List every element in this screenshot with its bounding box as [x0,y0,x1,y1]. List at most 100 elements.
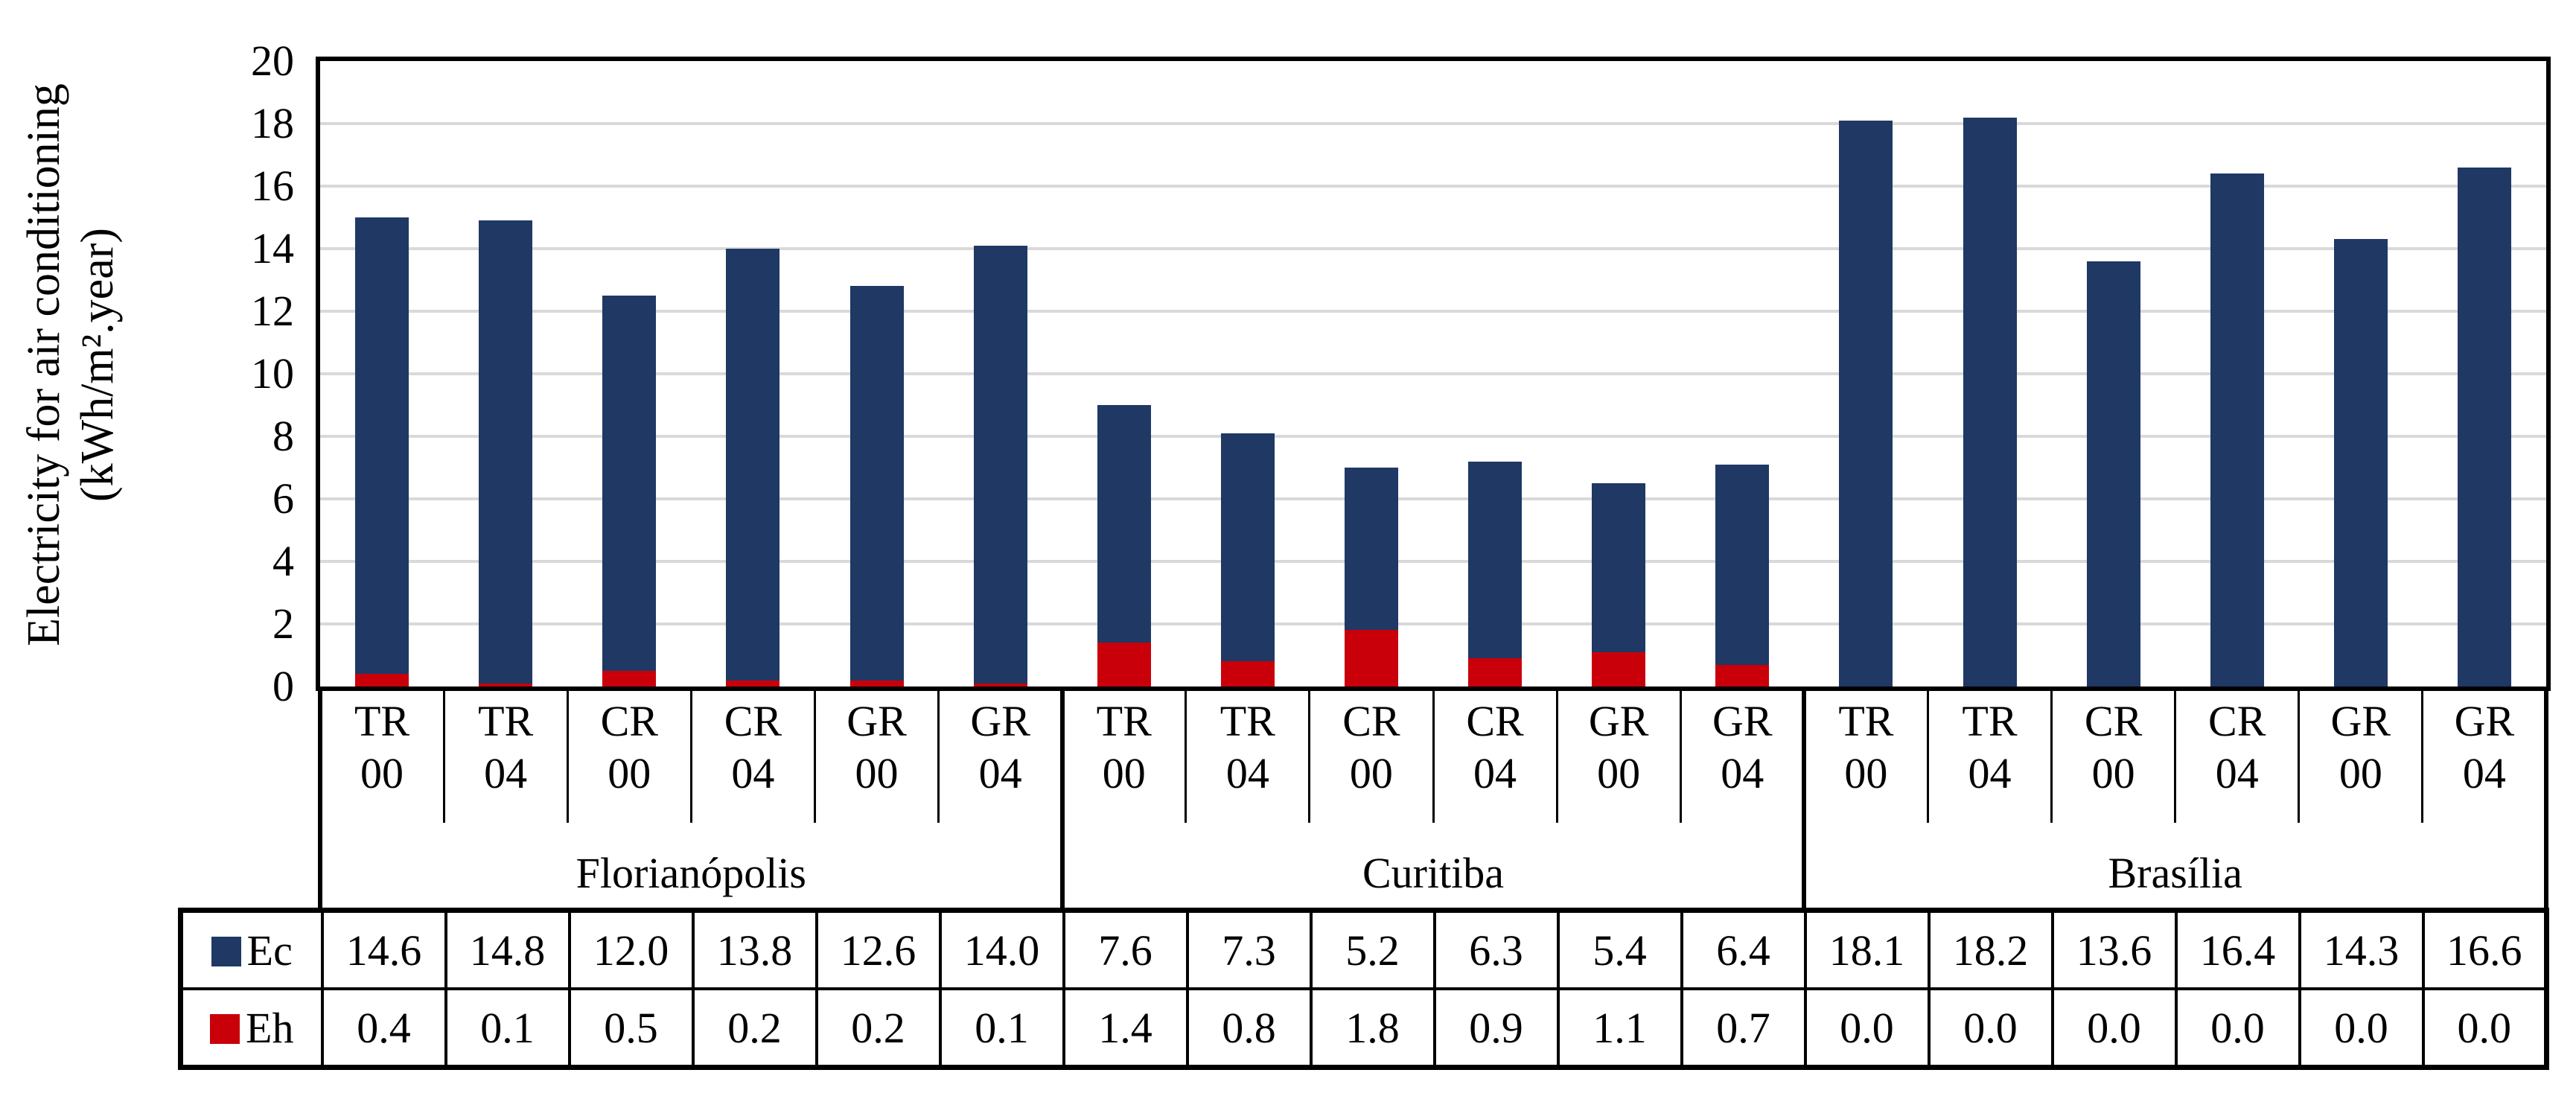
plot-area [316,57,2551,691]
legend-label: Eh [246,1003,294,1052]
category-tick-line [813,691,816,823]
table-value-cell: 0.2 [691,987,818,1069]
bar-segment-eh [1097,643,1151,687]
bar-segment-ec [355,217,409,675]
y-tick-label: 10 [251,349,294,398]
bar-segment-ec [849,286,904,681]
bar-segment-ec [2333,239,2388,687]
table-value-cell: 0.7 [1680,987,1807,1069]
category-tick-line [2174,691,2177,823]
table-value-cell: 6.3 [1432,908,1560,990]
legend-label: Ec [246,926,293,975]
table-row-ec: Ec 14.6 14.8 12.0 13.8 12.6 14.0 7.6 7.3 5.2 6.3 5.… [179,908,2548,990]
table-value-cell: 0.0 [2421,987,2548,1069]
category-label-line1: TR [1220,697,1275,745]
table-value-cell: 0.2 [814,987,942,1069]
bar-segment-ec [1839,120,1893,687]
category-label: GR 00 [814,695,938,815]
category-tick-line [1185,691,1187,823]
y-tick-label: 0 [272,662,294,710]
table-value-cell: 18.1 [1803,908,1931,990]
table-value-cell: 14.3 [2298,908,2425,990]
category-label-line1: GR [1588,697,1649,745]
gridline [320,497,2546,500]
x-axis-category-area: TR 00 TR 04 CR 00 CR 04 GR 00 GR 04 Florianópolis TR 0… [318,691,2548,910]
city-boundary-line [1059,691,1065,910]
gridline [320,372,2546,375]
table-value-cell: 0.1 [938,987,1065,1069]
table-value-cell: 0.9 [1432,987,1560,1069]
category-tick-line [1679,691,1682,823]
category-label-line2: 00 [2091,749,2135,797]
category-label-line2: 04 [1721,749,1764,797]
bar-segment-eh [726,680,780,687]
bar-segment-ec [479,220,533,684]
category-label: CR 00 [567,695,691,815]
category-label-line1: TR [478,697,534,745]
category-label-line1: CR [600,697,658,745]
data-table-with-legend: Ec 14.6 14.8 12.0 13.8 12.6 14.0 7.6 7.3 5.2 6.3 5.… [178,908,2549,1070]
bar-segment-ec [973,245,1027,684]
bar-segment-eh [602,671,657,687]
category-label-line2: 04 [1225,749,1269,797]
city-label: Curitiba [1362,849,1505,897]
category-label-line2: 04 [2215,749,2259,797]
table-value-cell: 1.4 [1062,987,1189,1069]
category-label-line1: GR [847,697,907,745]
table-value-cell: 18.2 [1927,908,2054,990]
category-tick-line [1926,691,1929,823]
y-tick-label: 12 [251,287,294,335]
category-label-line2: 00 [2339,749,2382,797]
table-value-cell: 0.0 [2298,987,2425,1069]
table-value-cell: 5.4 [1556,908,1683,990]
table-value-cell: 12.6 [814,908,942,990]
table-value-cell: 0.0 [2050,987,2178,1069]
city-boundary-line [1802,691,1807,910]
category-tick-line [937,691,940,823]
category-tick-line [689,691,692,823]
legend-swatch-ec [211,936,241,966]
y-axis-tick-labels: 20 18 16 14 12 10 8 6 4 2 0 [171,0,294,745]
category-label: GR 04 [2423,695,2546,815]
table-row-eh: Eh 0.4 0.1 0.5 0.2 0.2 0.1 1.4 0.8 1.8 0.9 1.1 0.7 0.… [179,987,2548,1069]
bar-segment-ec [1592,483,1646,652]
category-label-line2: 00 [608,749,651,797]
table-value-cell: 7.6 [1062,908,1189,990]
category-label-line1: CR [1466,697,1524,745]
category-label: TR 04 [1928,695,2051,815]
bar-segment-eh [973,683,1027,687]
table-value-cell: 0.5 [567,987,695,1069]
category-tick-line [2421,691,2424,823]
category-tick-line [1432,691,1435,823]
table-value-cell: 0.8 [1185,987,1313,1069]
category-label: CR 04 [1433,695,1557,815]
category-label: GR 04 [939,695,1062,815]
category-label: CR 04 [691,695,814,815]
category-tick-line [2298,691,2301,823]
bar-segment-eh [1220,661,1275,687]
y-tick-label: 18 [251,99,294,147]
table-value-cell: 1.8 [1309,987,1436,1069]
category-tick-line [2050,691,2053,823]
table-value-cell: 0.1 [444,987,571,1069]
bar-segment-ec [1963,117,2017,687]
bar-segment-eh [849,680,904,687]
y-tick-label: 16 [251,162,294,210]
category-label-line2: 04 [2462,749,2506,797]
table-value-cell: 16.6 [2421,908,2548,990]
y-tick-label: 8 [272,412,294,460]
category-label-line1: TR [354,697,410,745]
gridline [320,435,2546,438]
gridline [320,185,2546,188]
y-tick-label: 14 [251,224,294,273]
y-axis-title-line1: Electricity for air conditioning [19,83,69,646]
gridline [320,622,2546,625]
category-label-line2: 04 [1968,749,2012,797]
bar-segment-ec [1715,464,1770,665]
bar-segment-ec [1468,461,1523,659]
category-label-line2: 00 [1102,749,1146,797]
table-value-cell: 1.1 [1556,987,1683,1069]
table-value-cell: 14.0 [938,908,1065,990]
city-boundary-line [2544,691,2548,910]
bar-segment-eh [1592,652,1646,687]
